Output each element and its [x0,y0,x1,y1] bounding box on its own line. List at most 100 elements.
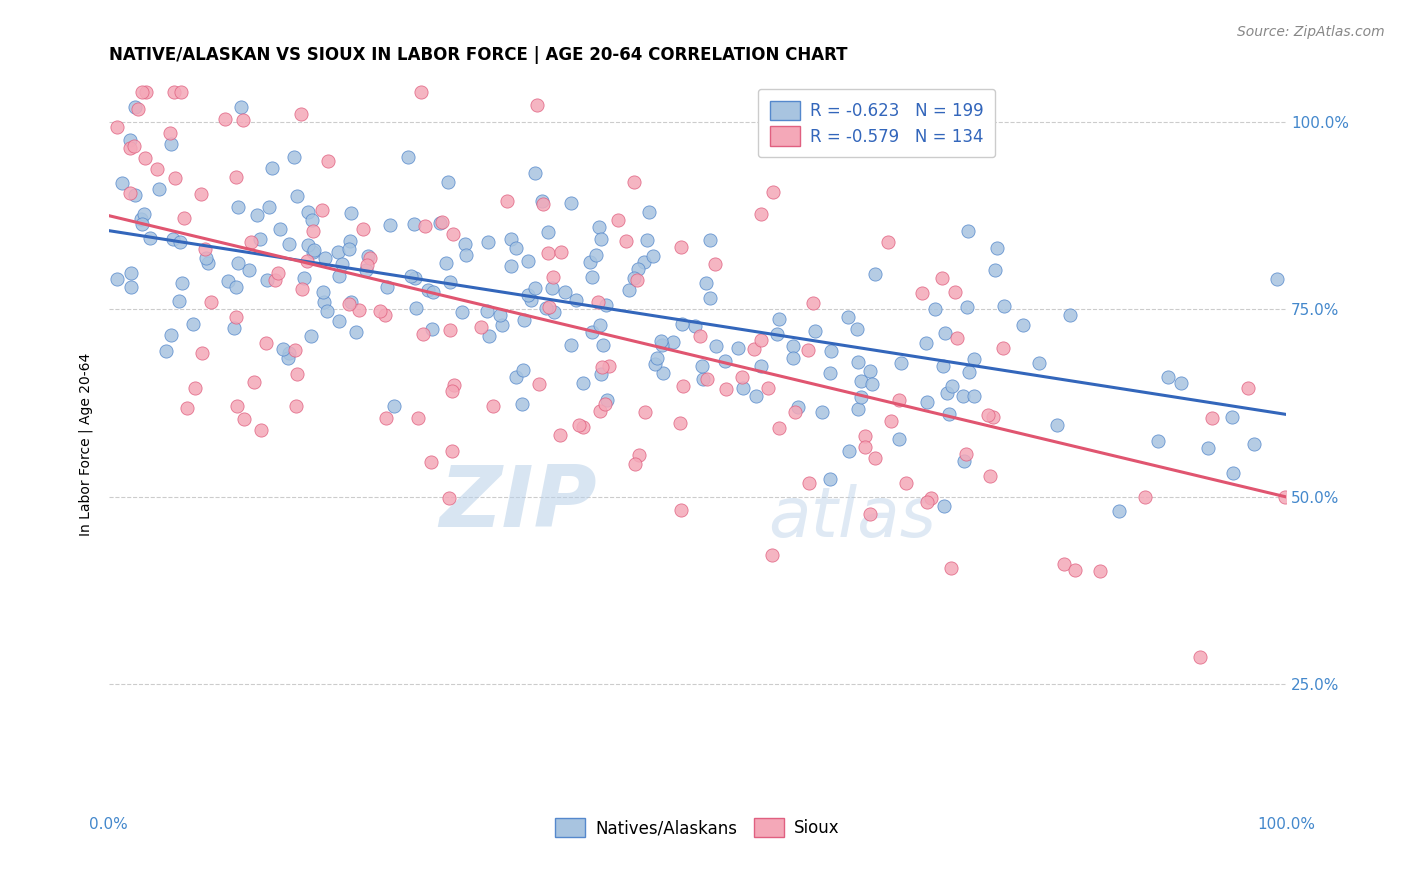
Point [1201,410,1223,425]
Point [232,112,254,127]
Point [588,220,610,235]
Point [846,355,869,369]
Point [591,232,613,246]
Point [160,137,183,152]
Point [669,240,692,254]
Point [356,259,378,273]
Point [420,455,443,469]
Point [756,381,779,395]
Point [860,377,883,392]
Point [699,233,721,247]
Point [1197,442,1219,456]
Point [704,339,727,353]
Point [337,297,360,311]
Point [399,268,422,283]
Point [952,389,974,403]
Point [527,376,550,391]
Point [225,280,247,294]
Point [470,319,492,334]
Point [233,412,256,426]
Point [292,271,315,285]
Point [768,421,790,435]
Point [589,318,612,332]
Point [991,341,1014,355]
Point [404,270,426,285]
Point [651,366,673,380]
Point [801,295,824,310]
Point [846,402,869,417]
Point [429,216,451,230]
Point [645,351,668,365]
Point [591,359,613,374]
Point [859,507,882,521]
Point [413,219,436,233]
Point [312,285,335,299]
Point [1012,318,1035,333]
Point [285,189,308,203]
Point [810,405,832,419]
Point [877,235,900,250]
Point [411,85,433,99]
Point [1133,490,1156,504]
Point [375,410,398,425]
Point [853,428,876,442]
Point [589,404,612,418]
Point [981,410,1004,425]
Point [787,400,810,414]
Point [517,253,540,268]
Point [554,285,576,300]
Point [541,269,564,284]
Point [374,308,396,322]
Point [931,270,953,285]
Point [512,313,534,327]
Point [671,502,693,516]
Point [328,314,350,328]
Point [197,256,219,270]
Point [316,154,339,169]
Point [634,405,657,419]
Point [977,409,1000,423]
Point [330,257,353,271]
Point [636,233,658,247]
Point [859,364,882,378]
Point [172,276,194,290]
Point [543,305,565,319]
Point [797,343,820,357]
Point [1189,650,1212,665]
Point [225,170,247,185]
Point [131,217,153,231]
Point [278,237,301,252]
Point [269,221,291,235]
Point [302,224,325,238]
Point [254,336,277,351]
Point [537,301,560,315]
Point [441,227,464,242]
Point [914,336,936,351]
Point [568,418,591,433]
Point [316,304,339,318]
Point [692,359,714,373]
Point [505,369,527,384]
Point [139,231,162,245]
Point [118,186,141,200]
Point [118,141,141,155]
Point [598,359,620,374]
Point [477,235,499,249]
Point [441,444,464,458]
Point [911,286,934,301]
Point [887,432,910,446]
Point [689,328,711,343]
Point [155,343,177,358]
Point [437,491,460,505]
Point [105,272,128,286]
Point [524,281,547,295]
Point [585,248,607,262]
Point [548,428,571,442]
Point [347,302,370,317]
Point [170,85,193,99]
Point [863,267,886,281]
Point [953,453,976,467]
Point [650,334,672,348]
Point [375,280,398,294]
Point [437,176,460,190]
